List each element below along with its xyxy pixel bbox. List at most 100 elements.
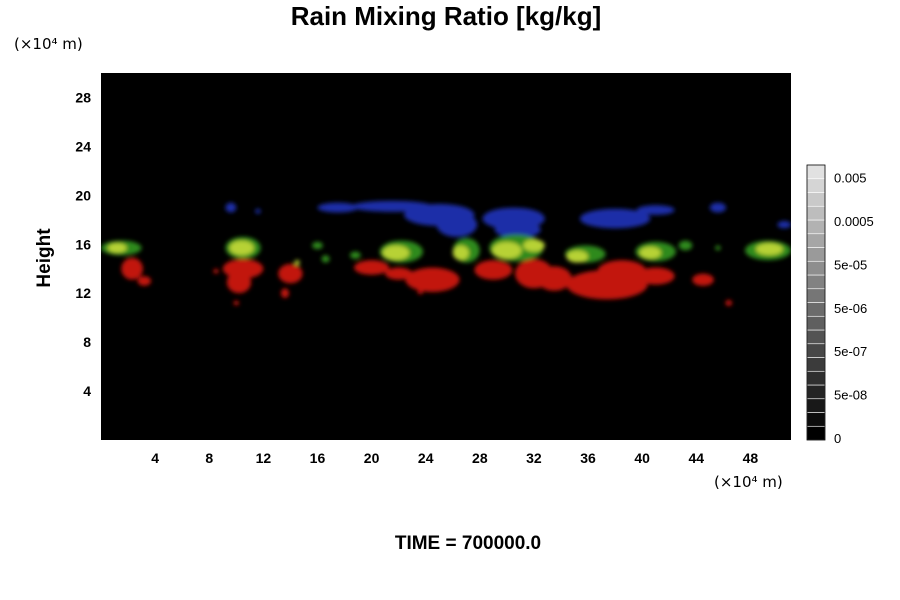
y-axis-ticks: 4 8 12 16 20 24 28 [75,89,91,399]
region-red-31 [417,289,424,295]
region-red-19 [280,288,290,299]
colorbar-swatch [806,288,826,303]
region-blue-0 [225,202,237,213]
region-red-17 [233,300,239,306]
region-blue-11 [777,221,791,229]
x-tick-label: 40 [634,450,650,466]
region-yellowgreen-40 [382,245,410,261]
region-red-13 [137,276,152,286]
region-red-18 [278,263,303,284]
region-blue-8 [579,208,651,229]
y-tick-label: 4 [83,383,91,399]
region-yellowgreen-54 [294,260,300,266]
region-yellowgreen-49 [639,246,662,259]
x-tick-label: 16 [310,450,326,466]
colorbar-swatch [806,315,826,331]
region-red-29 [692,273,714,286]
x-tick-label: 4 [151,450,159,466]
y-tick-label: 28 [75,89,91,105]
region-red-12 [121,257,143,280]
x-tick-label: 48 [743,450,759,466]
region-red-27 [597,260,647,283]
region-red-23 [474,260,513,280]
colorbar [806,164,826,441]
region-yellowgreen-42 [452,245,469,261]
region-blue-7 [494,221,541,239]
region-blue-5 [436,212,478,237]
region-green-38 [349,251,361,259]
colorbar-tick-label: 0.005 [834,171,867,186]
colorbar-swatch [806,398,826,413]
y-tick-label: 24 [75,138,91,154]
region-blue-2 [317,202,359,213]
time-label: TIME = 700000.0 [395,533,541,554]
region-red-30 [725,299,733,307]
colorbar-swatch [806,425,826,441]
y-tick-label: 20 [75,187,91,203]
region-green-50 [678,240,693,251]
region-red-20 [354,260,390,275]
x-tick-label: 32 [526,450,542,466]
colorbar-swatch [806,412,826,427]
colorbar-swatch [806,329,826,345]
y-axis-label: Height [34,228,55,288]
x-tick-label: 28 [472,450,488,466]
colorbar-tick-label: 5e-06 [834,301,867,316]
colorbar-tick-label: 5e-05 [834,257,867,272]
colorbar-swatch [806,343,826,358]
colorbar-ticks: 0 5e-08 5e-07 5e-06 5e-05 0.0005 0.005 [834,171,874,446]
region-red-28 [636,267,675,285]
region-blue-1 [255,208,261,214]
region-yellowgreen-53 [755,243,783,256]
x-tick-label: 44 [689,450,705,466]
colorbar-swatch [806,384,826,400]
x-tick-label: 12 [256,450,272,466]
colorbar-swatch [806,205,826,221]
region-blue-10 [709,202,727,213]
colorbar-swatch [806,233,826,248]
precipitation-field [101,200,791,307]
region-green-51 [715,245,721,251]
region-yellowgreen-44 [492,241,522,259]
region-green-36 [312,241,323,250]
x-tick-label: 36 [580,450,596,466]
colorbar-swatch [806,260,826,276]
region-red-25 [536,266,572,291]
region-blue-9 [636,205,675,215]
region-red-21 [405,267,460,292]
x-axis-ticks: 4 8 12 16 20 24 28 32 36 40 44 48 [151,450,758,466]
chart-title: Rain Mixing Ratio [kg/kg] [291,1,602,31]
colorbar-swatch [806,219,826,235]
region-red-16 [213,268,219,274]
region-green-37 [321,255,330,263]
region-yellowgreen-47 [566,250,589,263]
region-yellowgreen-35 [229,240,254,256]
colorbar-swatch [806,164,826,180]
region-yellowgreen-33 [107,243,127,253]
plot-area [101,73,791,440]
y-tick-label: 8 [83,334,91,350]
y-tick-label: 16 [75,236,91,252]
colorbar-tick-label: 0.0005 [834,214,874,229]
x-tick-label: 24 [418,450,434,466]
y-tick-label: 12 [75,285,91,301]
x-tick-label: 20 [364,450,380,466]
colorbar-swatch [806,370,826,386]
colorbar-swatch [806,247,826,262]
colorbar-swatch [806,192,826,207]
x-axis-units: (×10⁴ m) [714,473,783,491]
region-red-15 [226,271,252,294]
colorbar-swatch [806,178,826,193]
colorbar-tick-label: 5e-08 [834,388,867,403]
colorbar-swatch [806,274,826,290]
colorbar-border [806,164,826,441]
colorbar-swatch [806,302,826,317]
region-red-22 [385,267,413,280]
region-yellowgreen-45 [523,239,545,252]
colorbar-swatch [806,357,826,372]
x-tick-label: 8 [205,450,213,466]
y-axis-units: (×10⁴ m) [14,35,83,53]
colorbar-tick-label: 0 [834,431,841,446]
